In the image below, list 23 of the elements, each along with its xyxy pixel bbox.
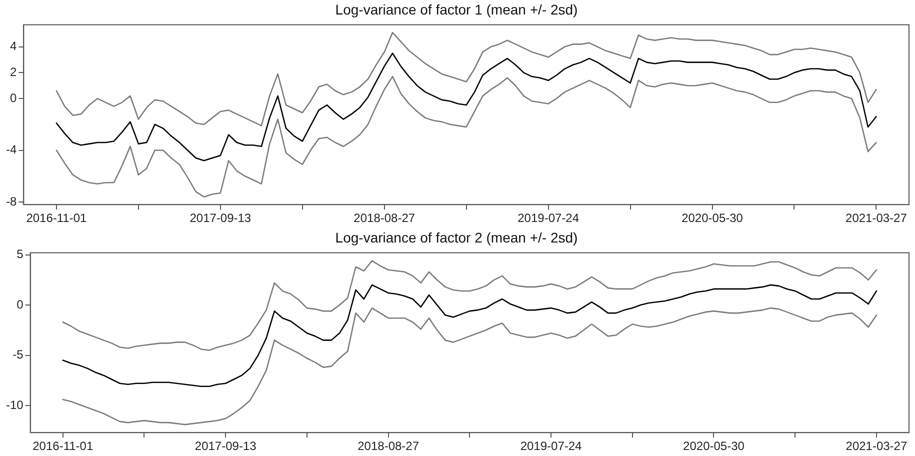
chart-title: Log-variance of factor 2 (mean +/- 2sd) — [335, 229, 578, 246]
x-tick-label: 2021-03-27 — [846, 439, 908, 454]
x-tick-label: 2018-08-27 — [358, 439, 420, 454]
x-tick-label: 2016-11-01 — [32, 439, 94, 454]
y-tick-label: 0 — [10, 90, 17, 105]
y-tick-label: -5 — [12, 348, 24, 362]
x-tick-label: 2016-11-01 — [26, 211, 88, 226]
x-tick-label: 2017-09-13 — [190, 211, 252, 226]
x-tick-label: 2020-05-30 — [683, 439, 745, 454]
y-tick-label: -8 — [6, 194, 17, 208]
y-tick-label: -10 — [6, 398, 24, 412]
y-tick-label: -4 — [6, 142, 17, 157]
y-tick-label: 5 — [16, 247, 24, 262]
x-tick-label: 2021-03-27 — [846, 211, 908, 226]
x-tick-label: 2020-05-30 — [682, 211, 744, 226]
x-tick-label: 2017-09-13 — [194, 439, 257, 454]
chart-title: Log-variance of factor 1 (mean +/- 2sd) — [335, 1, 578, 18]
y-tick-label: 2 — [10, 64, 17, 79]
x-tick-label: 2019-07-24 — [518, 211, 580, 226]
y-tick-label: 4 — [10, 39, 17, 54]
x-tick-label: 2019-07-24 — [520, 439, 582, 454]
x-tick-label: 2018-08-27 — [354, 211, 416, 226]
y-tick-label: 0 — [16, 297, 24, 312]
